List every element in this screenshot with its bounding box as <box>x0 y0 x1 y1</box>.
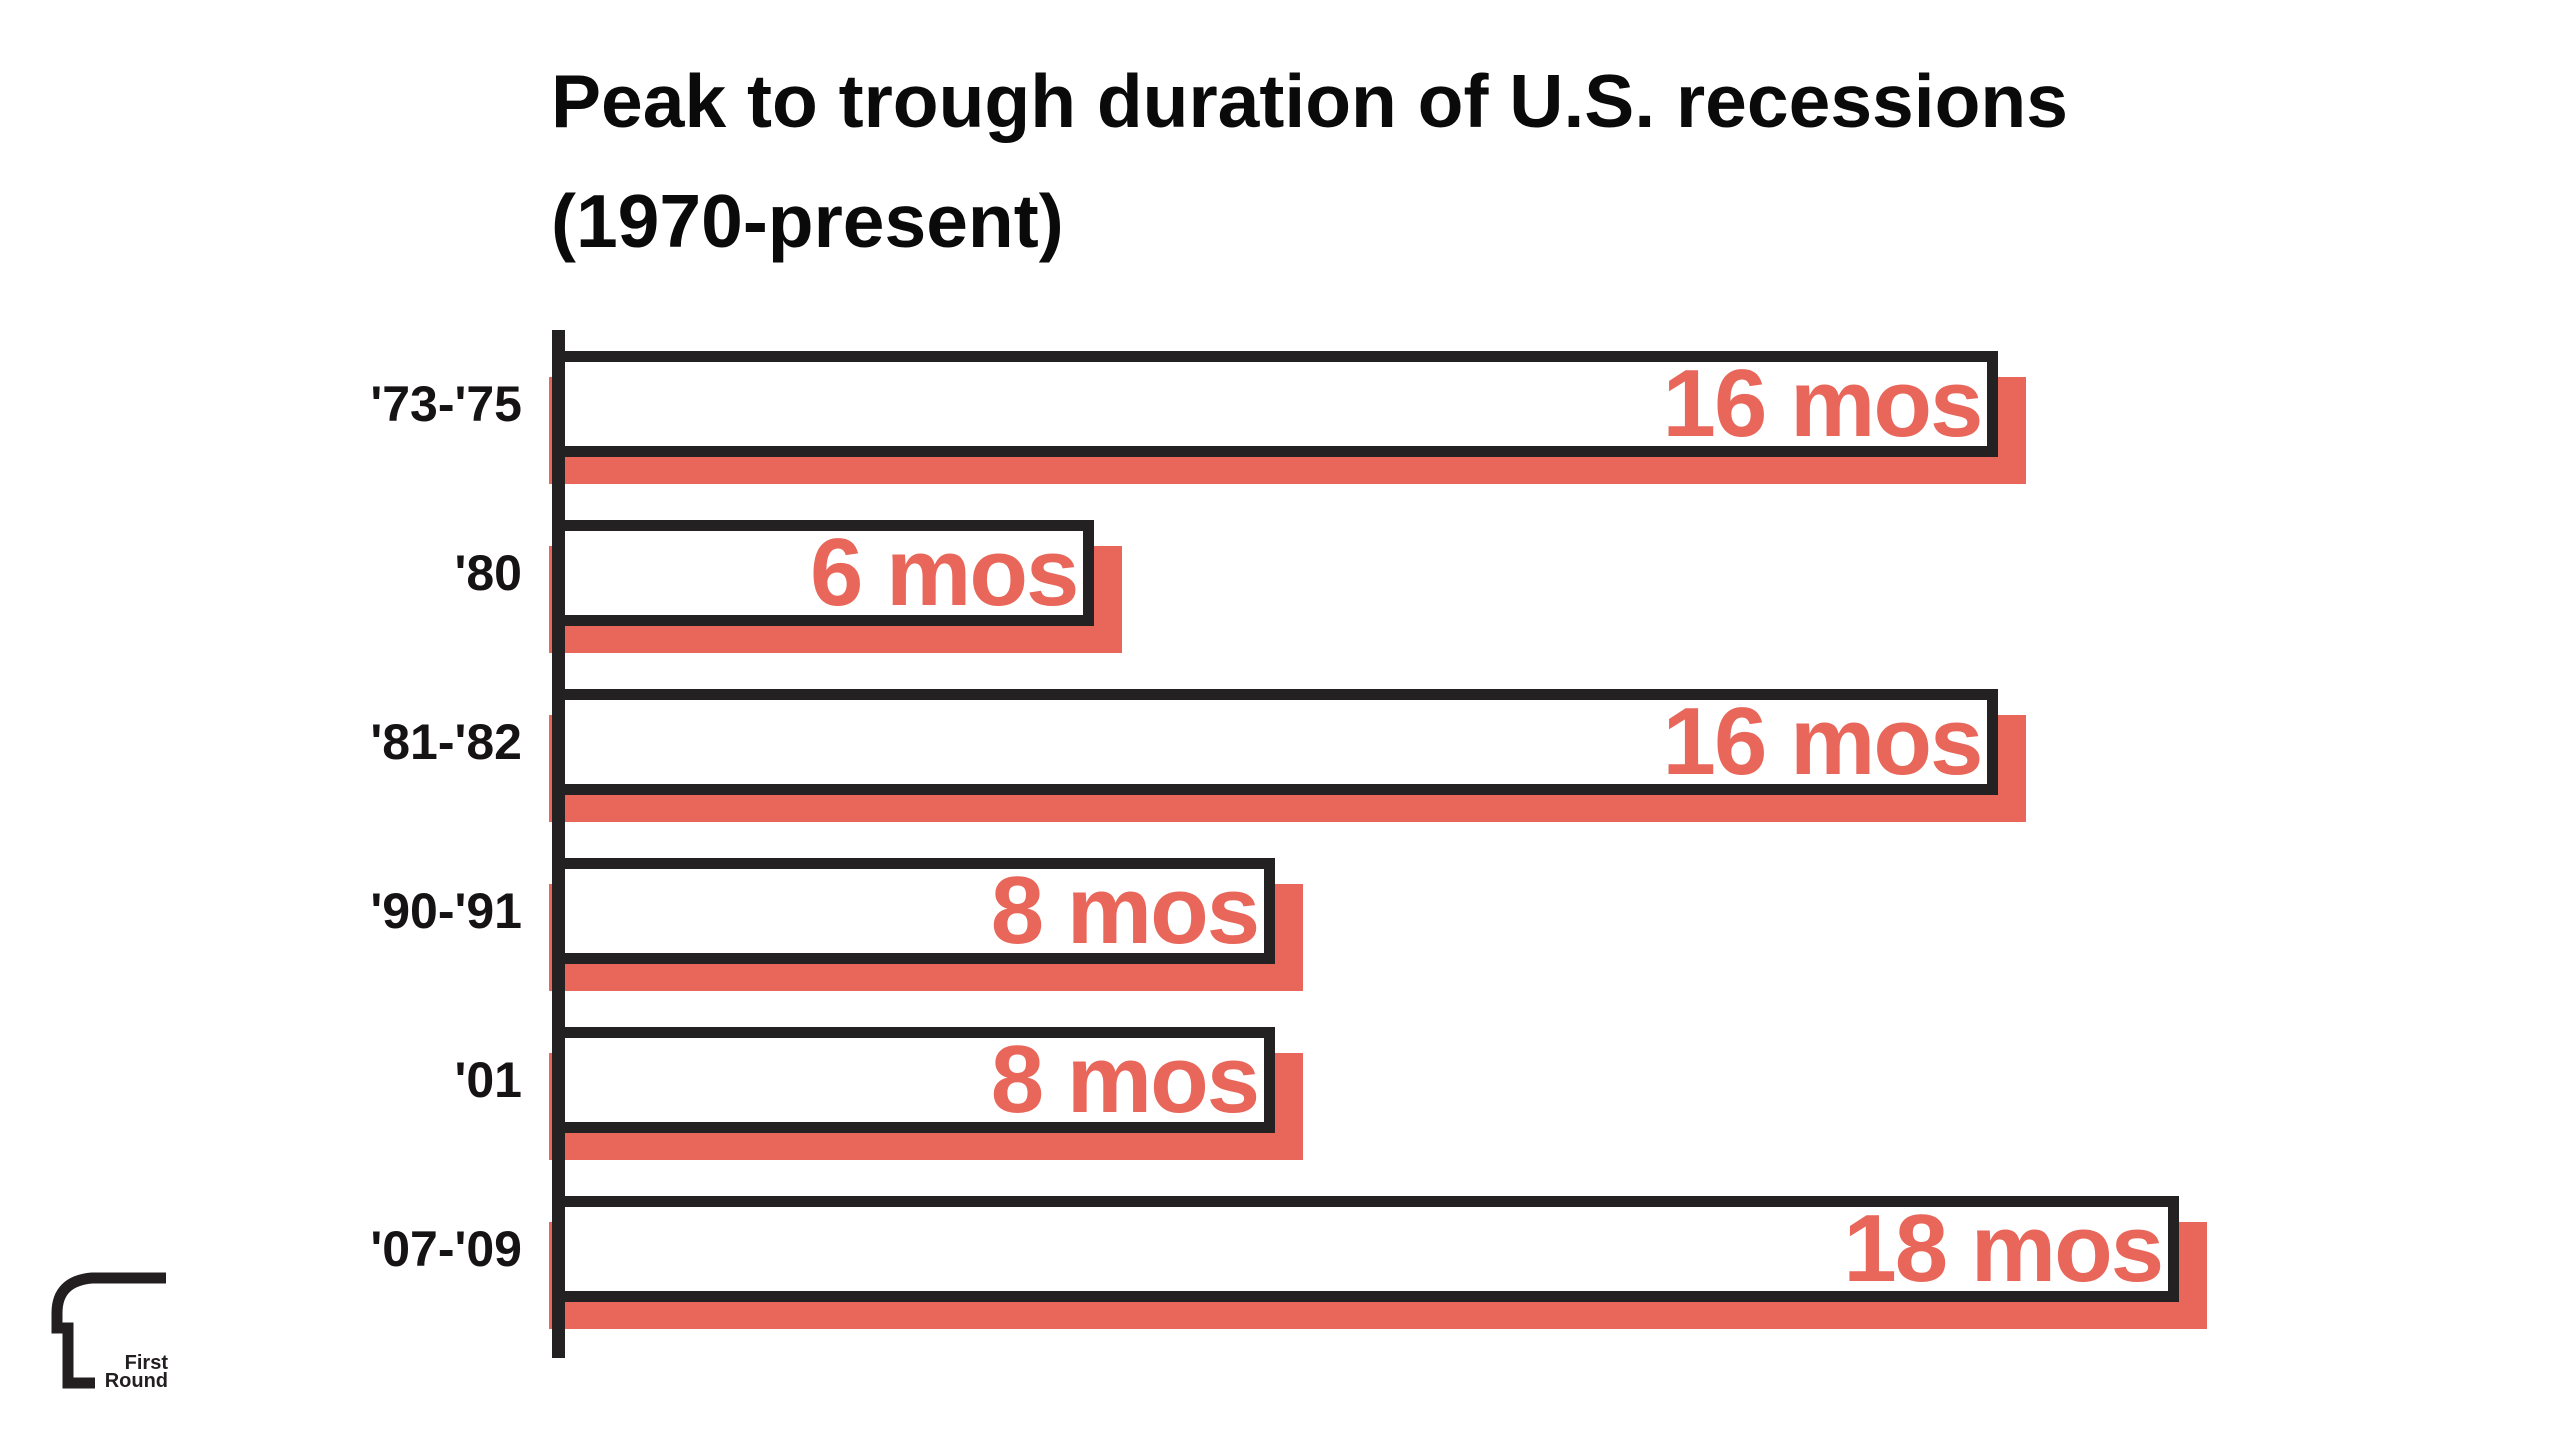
bar-value-label-1: 6 mos <box>809 519 1079 626</box>
category-label-3: '90-'91 <box>370 883 522 939</box>
chart-title: Peak to trough duration of U.S. recessio… <box>551 41 2068 281</box>
logo-text-line1: First <box>124 1352 168 1374</box>
bar-0: 16 mos <box>552 350 1999 457</box>
bar-value-label-4: 8 mos <box>990 1026 1260 1133</box>
bar-value-label-2: 16 mos <box>1662 688 1984 795</box>
logo-text-line2: Round <box>104 1370 168 1392</box>
chart-title-line1: Peak to trough duration of U.S. recessio… <box>551 59 2068 143</box>
category-label-1: '80 <box>454 545 522 601</box>
bar-3: 8 mos <box>552 857 1276 964</box>
bar-2: 16 mos <box>552 688 1999 795</box>
first-round-logo-text: First Round <box>68 1352 168 1392</box>
category-label-2: '81-'82 <box>370 714 522 770</box>
y-axis-line <box>552 330 565 1358</box>
bar-value-label-5: 18 mos <box>1843 1195 2164 1302</box>
category-label-0: '73-'75 <box>370 376 522 432</box>
bar-5: 18 mos <box>552 1195 2180 1302</box>
bar-value-label-0: 16 mos <box>1662 350 1984 457</box>
first-round-logo-icon <box>51 1272 166 1389</box>
chart-title-line2: (1970-present) <box>551 179 1064 263</box>
bar-1: 6 mos <box>552 519 1095 626</box>
bar-value-label-3: 8 mos <box>990 857 1260 964</box>
category-label-5: '07-'09 <box>370 1221 522 1277</box>
category-label-4: '01 <box>454 1052 522 1108</box>
bar-4: 8 mos <box>552 1026 1276 1133</box>
